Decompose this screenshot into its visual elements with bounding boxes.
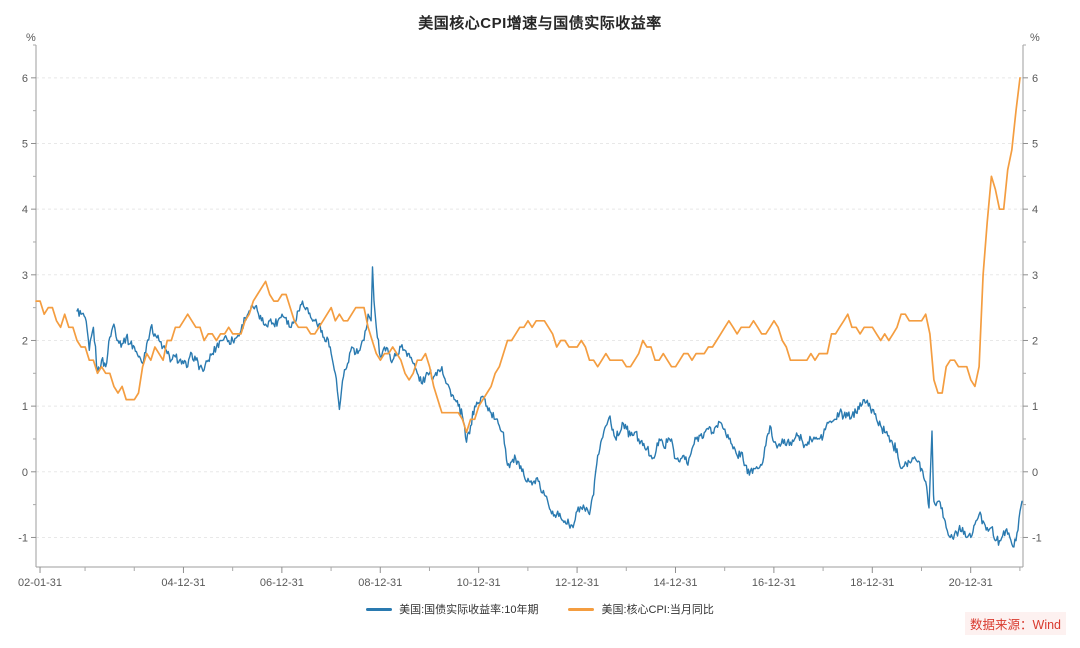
y-tick-label-right: 0: [1032, 467, 1038, 479]
x-tick-label: 14-12-31: [653, 577, 697, 589]
legend-line-blue: [366, 607, 393, 611]
legend-item-treasury-real-yield: 美国:国债实际收益率:10年期: [366, 601, 538, 617]
legend-label-core-cpi: 美国:核心CPI:当月同比: [601, 604, 714, 616]
y-tick-label-left: -1: [18, 532, 28, 544]
y-tick-label-right: 3: [1032, 270, 1038, 282]
x-tick-label: 20-12-31: [949, 577, 993, 589]
chart-title: 美国核心CPI增速与国债实际收益率: [418, 15, 662, 32]
y-tick-label-right: -1: [1032, 532, 1042, 544]
legend-label-treasury-real-yield: 美国:国债实际收益率:10年期: [399, 604, 539, 616]
y-tick-label-left: 2: [22, 335, 28, 347]
y-tick-label-left: 0: [22, 467, 28, 479]
y-tick-label-right: 4: [1032, 204, 1038, 216]
x-tick-label: 12-12-31: [555, 577, 599, 589]
x-tick-label: 18-12-31: [850, 577, 894, 589]
y-tick-label-right: 5: [1032, 138, 1038, 150]
chart-legend: 美国:国债实际收益率:10年期 美国:核心CPI:当月同比: [0, 601, 1080, 617]
y-tick-label-left: 4: [22, 204, 28, 216]
y-tick-label-right: 6: [1032, 73, 1038, 85]
y-tick-label-left: 3: [22, 270, 28, 282]
x-tick-label: 08-12-31: [358, 577, 402, 589]
y-tick-label-left: 1: [22, 401, 28, 413]
y-axis-unit-left: %: [26, 32, 36, 44]
y-tick-label-left: 5: [22, 138, 28, 150]
x-tick-label: 10-12-31: [457, 577, 501, 589]
series-line-0: [76, 266, 1023, 548]
x-tick-label: 02-01-31: [18, 577, 62, 589]
y-tick-label-left: 6: [22, 73, 28, 85]
data-source-note: 数据来源：Wind: [965, 612, 1066, 635]
y-tick-label-right: 2: [1032, 335, 1038, 347]
y-tick-label-right: 1: [1032, 401, 1038, 413]
y-axis-unit-right: %: [1030, 32, 1040, 44]
x-tick-label: 16-12-31: [752, 577, 796, 589]
legend-line-orange: [568, 607, 595, 611]
x-tick-label: 06-12-31: [260, 577, 304, 589]
legend-item-core-cpi: 美国:核心CPI:当月同比: [568, 601, 714, 617]
series-line-1: [35, 76, 1021, 434]
x-tick-label: 04-12-31: [161, 577, 205, 589]
